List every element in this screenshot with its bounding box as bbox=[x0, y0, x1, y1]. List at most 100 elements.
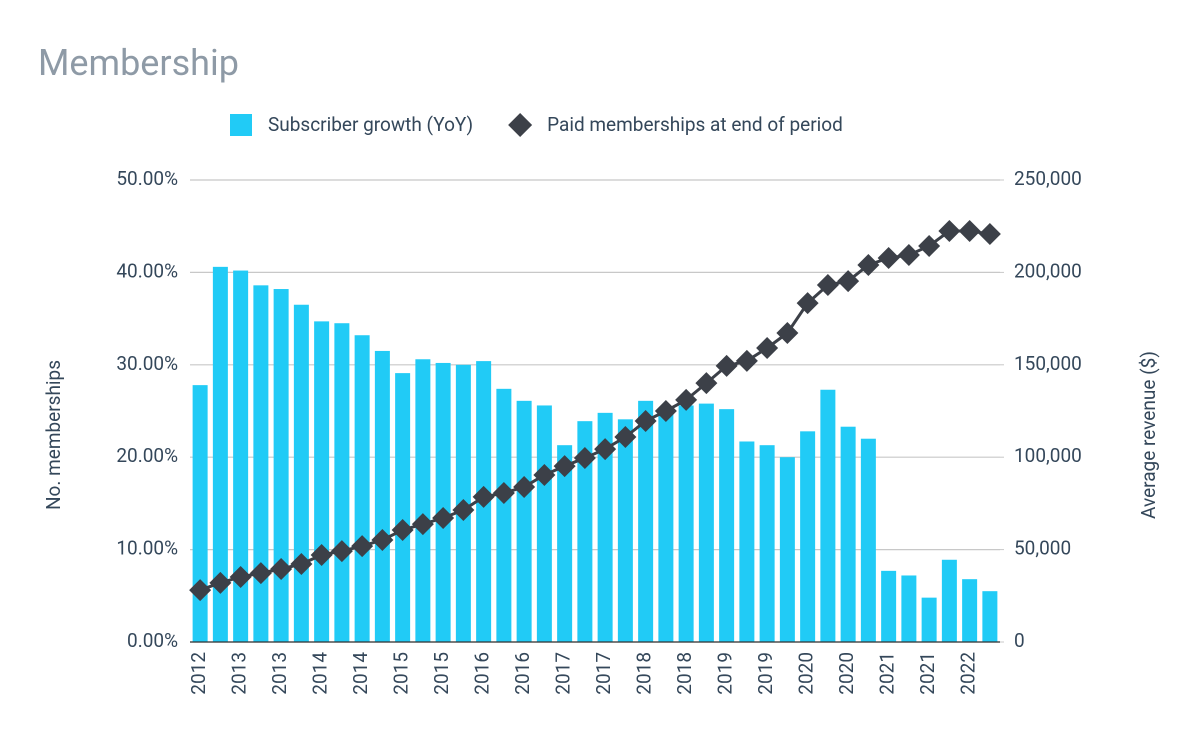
bar bbox=[962, 579, 978, 642]
y2-tick-label: 50,000 bbox=[1014, 537, 1071, 560]
bar bbox=[395, 373, 411, 642]
bar bbox=[273, 289, 289, 642]
y2-axis-title: Average revenue ($) bbox=[1137, 351, 1160, 519]
bar bbox=[759, 445, 775, 642]
x-tick-label: 2021 bbox=[876, 652, 899, 695]
x-tick-label: 2012 bbox=[187, 652, 210, 695]
y-tick-label: 20.00% bbox=[116, 444, 178, 467]
legend-label: Subscriber growth (YoY) bbox=[268, 113, 473, 136]
bar bbox=[901, 575, 917, 642]
x-tick-label: 2020 bbox=[835, 652, 858, 695]
marker bbox=[270, 558, 293, 581]
marker bbox=[918, 234, 941, 257]
marker bbox=[189, 579, 212, 602]
bar bbox=[253, 285, 269, 642]
marker bbox=[978, 222, 1001, 245]
marker bbox=[735, 349, 758, 372]
marker bbox=[776, 322, 799, 345]
y2-tick-label: 250,000 bbox=[1014, 167, 1082, 190]
x-tick-label: 2019 bbox=[714, 652, 737, 695]
marker bbox=[857, 254, 880, 277]
bar bbox=[536, 405, 552, 642]
bar bbox=[941, 559, 957, 642]
bar bbox=[192, 385, 208, 642]
marker bbox=[594, 438, 617, 461]
marker bbox=[634, 409, 657, 432]
marker bbox=[573, 446, 596, 469]
bar bbox=[638, 400, 654, 642]
marker bbox=[695, 372, 718, 395]
x-tick-label: 2015 bbox=[390, 652, 413, 695]
y-tick-label: 30.00% bbox=[116, 352, 178, 375]
x-tick-label: 2017 bbox=[592, 652, 615, 695]
marker bbox=[472, 485, 495, 508]
x-tick-label: 2022 bbox=[957, 652, 980, 695]
y-tick-label: 0.00% bbox=[127, 629, 178, 652]
legend-label: Paid memberships at end of period bbox=[547, 113, 843, 136]
y2-tick-label: 200,000 bbox=[1014, 259, 1082, 282]
x-tick-label: 2018 bbox=[673, 652, 696, 695]
marker bbox=[330, 540, 353, 563]
bar bbox=[516, 400, 532, 642]
bar bbox=[314, 321, 330, 642]
marker bbox=[310, 543, 333, 566]
marker bbox=[391, 519, 414, 542]
bar bbox=[435, 362, 451, 642]
y-tick-label: 10.00% bbox=[116, 537, 178, 560]
marker bbox=[492, 482, 515, 505]
marker bbox=[614, 426, 637, 449]
x-tick-label: 2013 bbox=[268, 652, 291, 695]
marker bbox=[796, 292, 819, 315]
marker bbox=[756, 336, 779, 359]
bar bbox=[779, 457, 795, 642]
marker bbox=[715, 354, 738, 377]
marker bbox=[351, 535, 374, 558]
marker bbox=[553, 455, 576, 478]
bar bbox=[557, 445, 573, 642]
y2-tick-label: 100,000 bbox=[1014, 444, 1082, 467]
marker bbox=[877, 246, 900, 269]
legend-swatch bbox=[230, 114, 252, 136]
x-tick-label: 2013 bbox=[228, 652, 251, 695]
bar bbox=[415, 359, 431, 642]
y-tick-label: 50.00% bbox=[116, 167, 178, 190]
bar bbox=[374, 350, 390, 642]
x-tick-label: 2014 bbox=[309, 652, 332, 695]
x-tick-label: 2017 bbox=[552, 652, 575, 695]
bar bbox=[658, 411, 674, 642]
x-tick-label: 2019 bbox=[754, 652, 777, 695]
marker bbox=[229, 565, 252, 588]
marker bbox=[816, 273, 839, 296]
marker bbox=[654, 400, 677, 422]
bar bbox=[577, 421, 593, 642]
marker bbox=[675, 388, 698, 411]
y2-tick-label: 150,000 bbox=[1014, 352, 1082, 375]
bar bbox=[354, 335, 370, 642]
bar bbox=[719, 409, 735, 642]
marker bbox=[249, 562, 272, 585]
y-tick-label: 40.00% bbox=[116, 259, 178, 282]
bar bbox=[921, 597, 937, 642]
x-tick-label: 2016 bbox=[511, 652, 534, 695]
marker bbox=[371, 528, 394, 551]
marker bbox=[837, 270, 860, 293]
bar bbox=[334, 323, 350, 642]
y2-tick-label: 0 bbox=[1014, 629, 1025, 652]
x-tick-label: 2018 bbox=[633, 652, 656, 695]
x-tick-label: 2015 bbox=[430, 652, 453, 695]
chart-title: Membership bbox=[38, 42, 239, 84]
bar bbox=[881, 570, 897, 642]
line bbox=[199, 229, 991, 592]
bar bbox=[212, 266, 228, 642]
marker bbox=[452, 499, 475, 522]
marker bbox=[958, 220, 981, 243]
y-axis-title: No. memberships bbox=[42, 360, 65, 510]
legend-swatch bbox=[508, 113, 533, 137]
bar bbox=[496, 388, 512, 642]
marker bbox=[411, 513, 434, 536]
bar bbox=[840, 426, 856, 642]
bar bbox=[678, 405, 694, 642]
x-tick-label: 2021 bbox=[916, 652, 939, 695]
